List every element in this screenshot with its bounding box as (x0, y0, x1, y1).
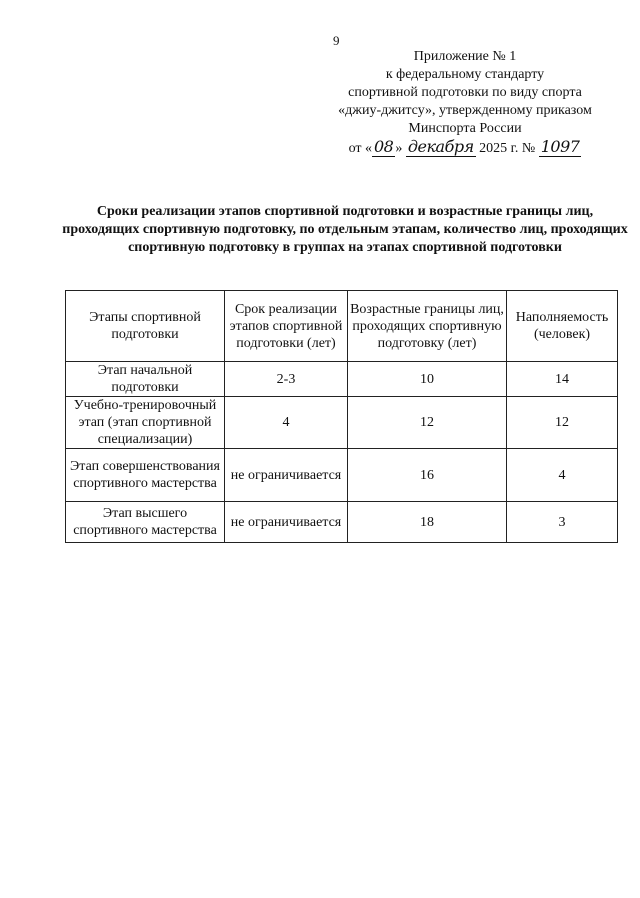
stages-table: Этапы спортивной подготовки Срок реализа… (65, 290, 618, 543)
table-cell: Этап совершенствования спортивного масте… (65, 448, 225, 502)
table-cell: не ограничивается (224, 501, 348, 543)
handwritten-day: 08 (372, 137, 396, 157)
annex-date-line: от «08» декабря 2025 г. № 1097 (315, 137, 615, 158)
table-cell: 18 (347, 501, 507, 543)
page-number: 9 (333, 33, 340, 48)
table-cell: 4 (506, 448, 618, 502)
table-cell: 14 (506, 361, 618, 397)
header-cell: Наполняемость (человек) (506, 290, 618, 362)
date-mid: » (395, 141, 403, 156)
header-cell: Возрастные границы лиц, проходящих спорт… (347, 290, 507, 362)
table-cell: Этап начальной подготовки (65, 361, 225, 397)
annex-line: спортивной подготовки по виду спорта (348, 85, 582, 100)
table-cell: 12 (506, 396, 618, 449)
table-cell: Учебно-тренировочный этап (этап спортивн… (65, 396, 225, 449)
header-cell: Этапы спортивной подготовки (65, 290, 225, 362)
table-cell: 4 (224, 396, 348, 449)
table-row: Этап высшего спортивного мастерства не о… (65, 501, 618, 543)
table-row: Этап совершенствования спортивного масте… (65, 448, 618, 502)
handwritten-order-number: 1097 (538, 137, 582, 157)
annex-line: «джиу-джитсу», утвержденному приказом (338, 103, 592, 118)
table-cell: 2-3 (224, 361, 348, 397)
table-cell: 12 (347, 396, 507, 449)
date-year: 2025 г. № (479, 141, 536, 156)
handwritten-month: декабря (405, 137, 476, 157)
table-cell: 10 (347, 361, 507, 397)
date-prefix: от « (348, 141, 372, 156)
table-row: Этап начальной подготовки 2-3 10 14 (65, 361, 618, 397)
annex-header: Приложение № 1 к федеральному стандарту … (315, 48, 615, 158)
document-title: Сроки реализации этапов спортивной подго… (62, 204, 628, 255)
annex-line: Минспорта России (408, 121, 522, 136)
table-cell: 3 (506, 501, 618, 543)
annex-line: к федеральному стандарту (385, 67, 545, 82)
table-header-row: Этапы спортивной подготовки Срок реализа… (65, 290, 618, 362)
table-cell: Этап высшего спортивного мастерства (65, 501, 225, 543)
table-cell: не ограничивается (224, 448, 348, 502)
header-cell: Срок реализации этапов спортивной подгот… (224, 290, 348, 362)
annex-line: Приложение № 1 (413, 49, 517, 64)
table-cell: 16 (347, 448, 507, 502)
table-row: Учебно-тренировочный этап (этап спортивн… (65, 396, 618, 449)
